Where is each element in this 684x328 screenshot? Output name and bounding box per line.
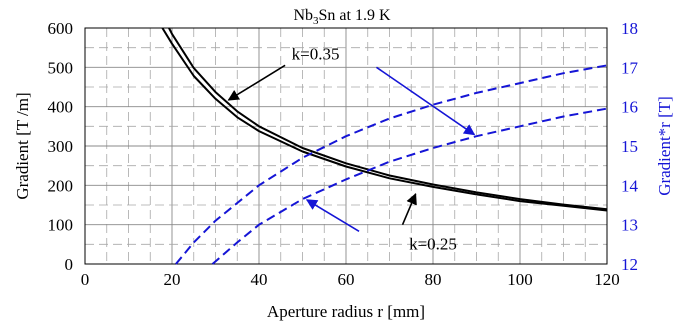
annotation-arrow — [375, 66, 476, 136]
gradient-curve-1 — [168, 27, 608, 211]
chart-title-rest: Sn at 1.9 K — [319, 7, 391, 24]
y-axis-label-left: Gradient [T /m] — [13, 92, 32, 199]
series-layer — [161, 27, 608, 265]
y-tick-label-right: 15 — [621, 137, 638, 156]
gradient-r-curve-2 — [175, 64, 608, 265]
y-tick-label-right: 17 — [621, 58, 639, 77]
gradient-curve-0 — [161, 27, 608, 212]
annotation-arrow — [227, 64, 286, 101]
annotation-label-0: k=0.35 — [292, 45, 340, 64]
y-tick-label-right: 12 — [621, 255, 638, 274]
y-tick-label-right: 14 — [621, 176, 639, 195]
x-tick-label: 0 — [81, 270, 90, 289]
x-tick-label: 120 — [594, 270, 620, 289]
y-tick-label-left: 400 — [48, 98, 74, 117]
annotation-arrow — [305, 199, 360, 233]
annotation-layer: k=0.35 k=0.25 — [227, 45, 476, 254]
chart-title-subscript: 3 — [313, 15, 319, 27]
y-tick-label-right: 18 — [621, 19, 638, 38]
x-tick-label: 100 — [507, 270, 533, 289]
y-tick-label-left: 300 — [48, 137, 74, 156]
x-tick-label: 40 — [251, 270, 268, 289]
chart-title: Nb3Sn at 1.9 K — [293, 7, 391, 27]
y-tick-label-right: 13 — [621, 216, 638, 235]
x-axis-label: Aperture radius r [mm] — [267, 302, 425, 321]
grid-lines — [85, 28, 607, 264]
y-tick-label-left: 500 — [48, 58, 74, 77]
y-axis-label-right: Gradient*r [T] — [655, 96, 674, 196]
gradient-r-curve-3 — [211, 107, 608, 265]
annotation-label-1: k=0.25 — [409, 235, 457, 254]
annotation-arrow — [401, 192, 417, 225]
y-tick-label-left: 600 — [48, 19, 74, 38]
y-tick-label-right: 16 — [621, 98, 638, 117]
plot-frame — [84, 27, 608, 265]
y-tick-label-left: 0 — [65, 255, 74, 274]
tick-labels: 0 20 40 60 80 100 120 0 100 200 300 400 500 600 12 13 14… — [48, 19, 639, 289]
y-tick-label-left: 200 — [48, 176, 74, 195]
x-tick-label: 80 — [425, 270, 442, 289]
x-tick-label: 20 — [164, 270, 181, 289]
x-tick-label: 60 — [338, 270, 355, 289]
y-tick-label-left: 100 — [48, 216, 74, 235]
chart-title-main: Nb — [293, 7, 313, 24]
